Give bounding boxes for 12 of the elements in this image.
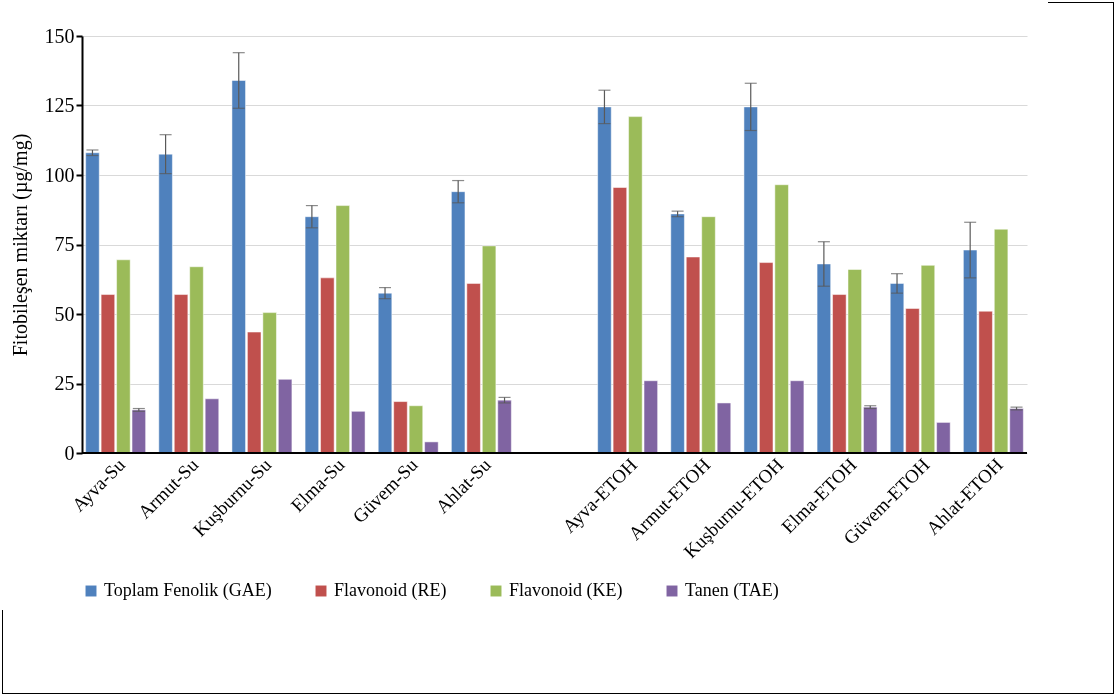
y-tick-label: 50 xyxy=(54,302,75,325)
y-tick-label: 0 xyxy=(64,441,75,464)
y-axis-title: Fitobileşen miktarı (µg/mg) xyxy=(8,133,32,357)
y-tick-label: 150 xyxy=(44,24,75,47)
y-tick-label: 25 xyxy=(54,372,75,394)
legend-label: Tanen (TAE) xyxy=(685,580,779,601)
y-tick-label: 125 xyxy=(44,94,75,116)
legend-label: Toplam Fenolik (GAE) xyxy=(104,580,272,601)
legend-label: Flavonoid (RE) xyxy=(334,580,447,601)
y-tick-label: 75 xyxy=(54,233,75,255)
y-tick-label: 100 xyxy=(44,163,75,186)
legend-label: Flavonoid (KE) xyxy=(509,580,623,601)
